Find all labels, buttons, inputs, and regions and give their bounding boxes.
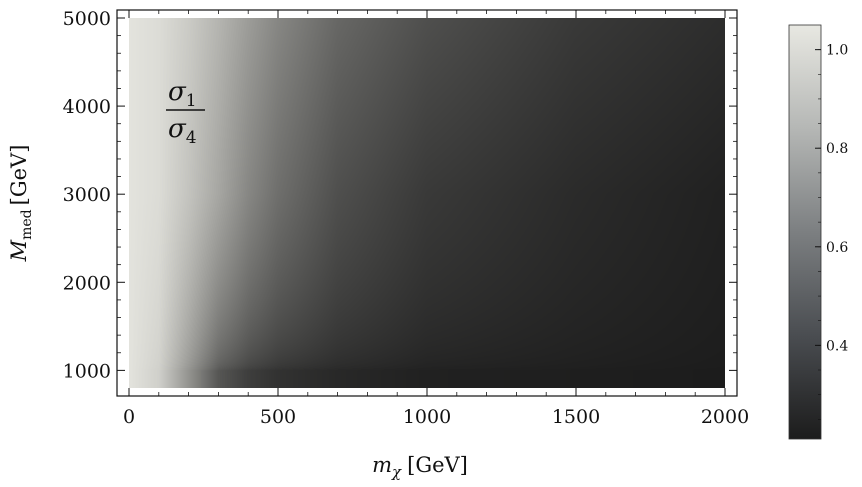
colorbar-tick-label: 0.8 — [826, 141, 848, 157]
x-tick-label: 0 — [123, 406, 135, 428]
y-tick-label: 5000 — [63, 8, 111, 30]
colorbar-tick-label: 1.0 — [826, 43, 848, 59]
x-tick-label: 1500 — [552, 406, 600, 428]
colorbar-tick-label: 0.6 — [826, 240, 848, 256]
y-axis-ticks: 1000 2000 3000 4000 5000 — [63, 8, 737, 382]
colorbar-gradient — [788, 24, 822, 440]
x-tick-label: 2000 — [701, 406, 749, 428]
ratio-annotation: σ1 σ4 — [166, 77, 205, 148]
colorbar-tick-label: 0.4 — [826, 338, 848, 354]
y-tick-label: 4000 — [63, 96, 111, 118]
x-tick-label: 500 — [260, 406, 296, 428]
annotation-numerator: σ1 — [168, 77, 197, 111]
y-tick-label: 2000 — [63, 272, 111, 294]
colorbar: 0.4 0.6 0.8 1.0 — [788, 24, 848, 440]
y-tick-label: 3000 — [63, 184, 111, 206]
annotation-denominator: σ4 — [168, 114, 197, 148]
heatmap-canvas-wrapper — [129, 18, 725, 388]
x-axis-label: mχ [GeV] — [372, 453, 468, 481]
y-tick-label: 1000 — [63, 360, 111, 382]
colorbar-ticks: 0.4 0.6 0.8 1.0 — [815, 43, 848, 420]
x-tick-label: 1000 — [403, 406, 451, 428]
x-axis-ticks: 0 500 1000 1500 2000 — [123, 10, 749, 428]
y-axis-label: Mmed[GeV] — [7, 145, 35, 263]
